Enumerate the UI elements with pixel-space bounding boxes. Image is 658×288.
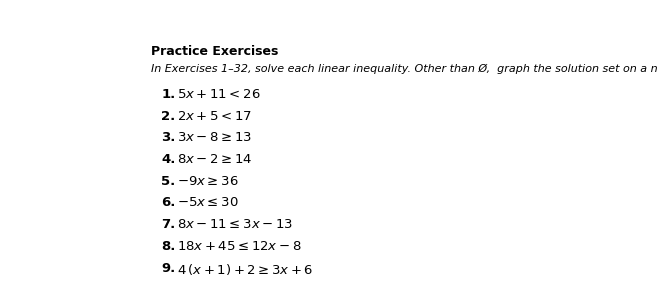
Text: 2.: 2. bbox=[161, 109, 176, 122]
Text: $3x - 8 \geq 13$: $3x - 8 \geq 13$ bbox=[176, 131, 251, 144]
Text: 1.: 1. bbox=[161, 88, 176, 101]
Text: 5.: 5. bbox=[161, 175, 176, 188]
Text: $4\,(x + 1) + 2 \geq 3x + 6$: $4\,(x + 1) + 2 \geq 3x + 6$ bbox=[176, 262, 313, 277]
Text: $18x + 45 \leq 12x - 8$: $18x + 45 \leq 12x - 8$ bbox=[176, 240, 301, 253]
Text: $2x + 5 < 17$: $2x + 5 < 17$ bbox=[176, 109, 251, 122]
Text: In Exercises 1–32, solve each linear inequality. Other than Ø,  graph the soluti: In Exercises 1–32, solve each linear ine… bbox=[151, 63, 658, 74]
Text: $8x - 11 \leq 3x - 13$: $8x - 11 \leq 3x - 13$ bbox=[176, 218, 293, 231]
Text: $-5x \leq 30$: $-5x \leq 30$ bbox=[176, 196, 238, 209]
Text: 6.: 6. bbox=[161, 196, 176, 209]
Text: $5x + 11 < 26$: $5x + 11 < 26$ bbox=[176, 88, 260, 101]
Text: 7.: 7. bbox=[161, 218, 176, 231]
Text: $-9x \geq 36$: $-9x \geq 36$ bbox=[176, 175, 238, 188]
Text: Practice Exercises: Practice Exercises bbox=[151, 45, 278, 58]
Text: 4.: 4. bbox=[161, 153, 176, 166]
Text: $8x - 2 \geq 14$: $8x - 2 \geq 14$ bbox=[176, 153, 252, 166]
Text: 3.: 3. bbox=[161, 131, 176, 144]
Text: 8.: 8. bbox=[161, 240, 176, 253]
Text: 9.: 9. bbox=[161, 262, 176, 275]
